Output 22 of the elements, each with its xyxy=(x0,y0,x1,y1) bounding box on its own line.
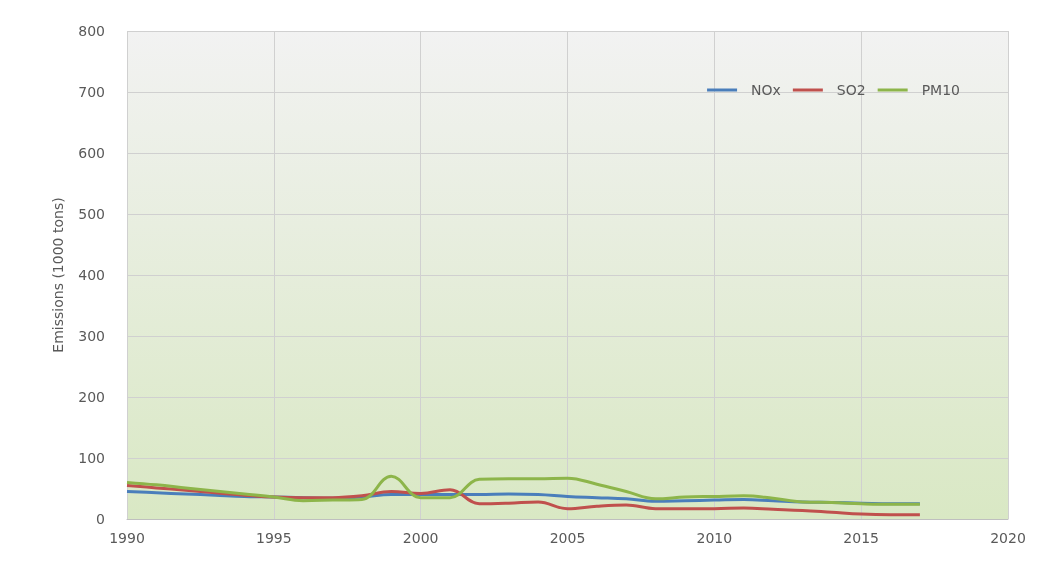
legend-label: NOx xyxy=(751,82,781,98)
y-tick-label: 600 xyxy=(78,145,105,161)
y-tick-label: 0 xyxy=(96,511,105,527)
y-tick-label: 200 xyxy=(78,389,105,405)
x-tick-label: 2005 xyxy=(549,530,586,546)
x-tick-label: 2015 xyxy=(843,530,879,546)
x-tick-label: 2000 xyxy=(402,530,439,546)
line-series xyxy=(125,474,922,506)
x-tick-label: 1990 xyxy=(109,530,145,546)
x-tick-label: 1995 xyxy=(256,530,292,546)
legend-label: PM10 xyxy=(921,82,961,98)
y-tick-label: 700 xyxy=(78,84,105,100)
y-tick-label: 800 xyxy=(78,23,105,39)
line-series xyxy=(125,483,922,517)
y-tick-label: 300 xyxy=(78,328,105,344)
legend-label: SO2 xyxy=(836,82,866,98)
y-tick-label: 100 xyxy=(78,450,105,466)
x-tick-label: 2010 xyxy=(696,530,733,546)
y-tick-label: 500 xyxy=(78,206,105,222)
y-tick-label: 400 xyxy=(78,267,105,283)
x-tick-label: 2020 xyxy=(990,530,1026,546)
y-axis-title: Emissions (1000 tons) xyxy=(50,197,66,353)
